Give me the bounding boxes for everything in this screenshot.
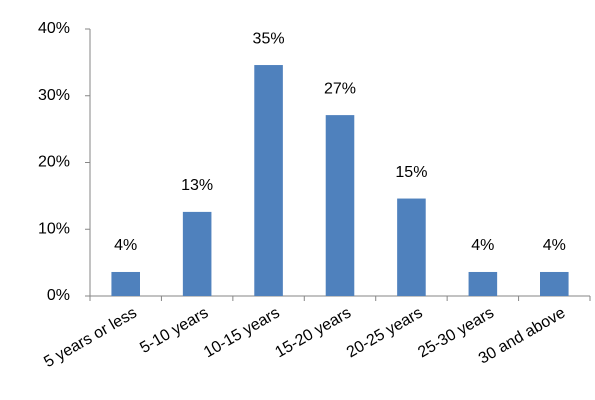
bar <box>182 211 212 296</box>
data-label: 15% <box>395 164 427 181</box>
y-tick-label: 40% <box>38 20 70 37</box>
bar <box>468 271 498 296</box>
x-tick-label: 5 years or less <box>41 304 140 371</box>
y-tick-label: 30% <box>38 87 70 104</box>
x-tick-label: 15-20 years <box>272 304 354 361</box>
x-tick-label: 10-15 years <box>201 304 283 361</box>
x-tick-label: 20-25 years <box>344 304 426 361</box>
bar <box>254 65 283 296</box>
data-label: 35% <box>253 30 285 47</box>
y-tick-label: 10% <box>38 220 70 237</box>
y-tick-label: 20% <box>38 154 70 171</box>
bar <box>540 271 569 296</box>
data-label: 27% <box>324 80 356 97</box>
bar <box>397 198 426 296</box>
y-tick-label: 0% <box>47 287 70 304</box>
data-label: 13% <box>181 177 213 194</box>
bar <box>325 115 355 296</box>
x-tick-label: 5-10 years <box>137 304 211 357</box>
bar <box>111 271 140 296</box>
data-label: 4% <box>471 237 494 254</box>
data-label: 4% <box>543 237 566 254</box>
data-label: 4% <box>114 237 137 254</box>
